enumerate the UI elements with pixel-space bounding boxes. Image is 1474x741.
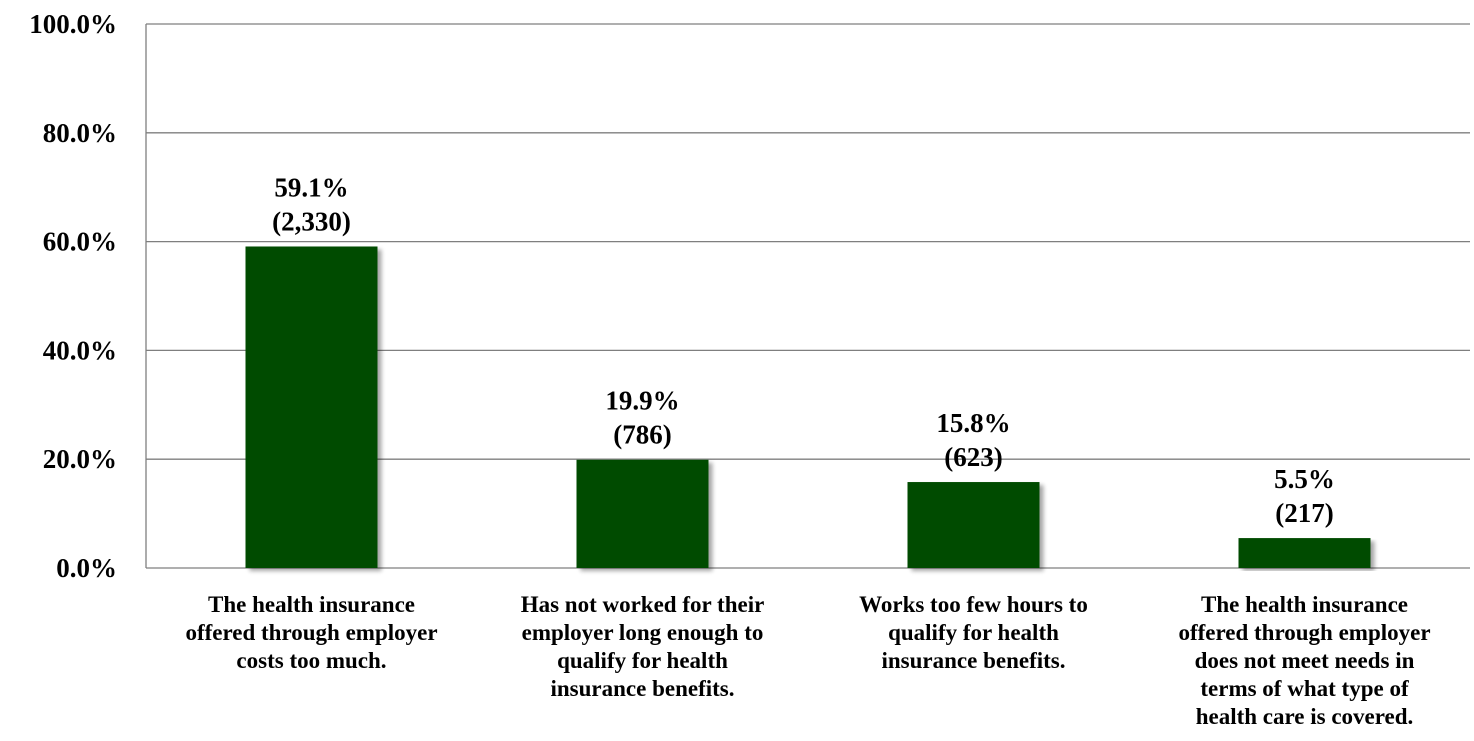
data-label: 19.9%: [605, 386, 679, 416]
x-category-label: costs too much.: [236, 648, 386, 673]
data-label: 5.5%: [1274, 464, 1335, 494]
data-label: (2,330): [272, 206, 351, 236]
x-category-label: employer long enough to: [522, 620, 764, 645]
x-category-label: Has not worked for their: [521, 592, 765, 617]
y-tick-label: 100.0%: [29, 9, 117, 39]
x-category-label: The health insurance: [1201, 592, 1408, 617]
x-category-label: health care is covered.: [1196, 704, 1414, 729]
y-tick-label: 40.0%: [43, 335, 117, 365]
y-axis-tick-labels: 0.0% 20.0% 40.0% 60.0% 80.0% 100.0%: [29, 9, 117, 583]
x-category-label: offered through employer: [1178, 620, 1430, 645]
x-category-label: insurance benefits.: [551, 676, 735, 701]
x-category-label: qualify for health: [557, 648, 728, 673]
x-axis-category-labels: The health insurance offered through empl…: [185, 592, 1430, 729]
x-category-label: The health insurance: [208, 592, 415, 617]
x-category-label: qualify for health: [888, 620, 1059, 645]
bar: [907, 482, 1040, 568]
y-tick-label: 20.0%: [43, 444, 117, 474]
x-category-label: insurance benefits.: [882, 648, 1066, 673]
y-tick-label: 0.0%: [56, 553, 117, 583]
y-tick-label: 60.0%: [43, 227, 117, 257]
y-tick-label: 80.0%: [43, 118, 117, 148]
x-category-label: does not meet needs in: [1195, 648, 1415, 673]
x-category-label: Works too few hours to: [859, 592, 1088, 617]
bar: [245, 246, 378, 568]
data-label: 15.8%: [936, 408, 1010, 438]
x-category-label: terms of what type of: [1200, 676, 1409, 701]
bars: [245, 246, 1371, 568]
data-label: 59.1%: [274, 172, 348, 202]
data-label: (217): [1275, 498, 1333, 528]
data-labels: 59.1% (2,330) 19.9% (786) 15.8% (623) 5.5% (217…: [272, 172, 1335, 528]
data-label: (786): [613, 420, 671, 450]
data-label: (623): [944, 442, 1002, 472]
bar: [1238, 538, 1371, 568]
x-category-label: offered through employer: [185, 620, 437, 645]
bar: [576, 459, 709, 568]
